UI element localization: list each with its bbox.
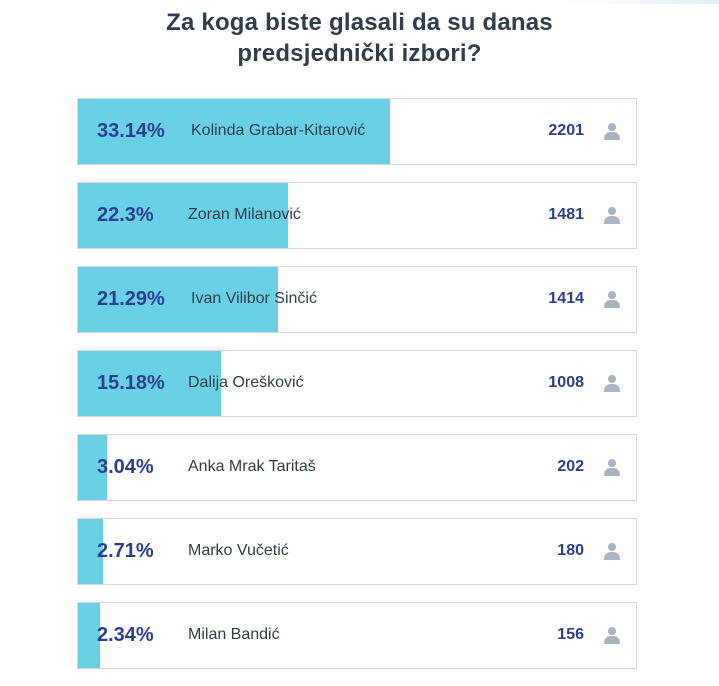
option-percent: 15.18% <box>97 372 165 394</box>
poll-option-mrak-taritas[interactable]: 3.04% Anka Mrak Taritaš 202 <box>77 434 637 501</box>
poll-option-milanovic[interactable]: 22.3% Zoran Milanović 1481 <box>77 182 637 249</box>
option-percent: 21.29% <box>97 288 165 310</box>
option-vote-count: 156 <box>557 626 584 643</box>
option-percent: 33.14% <box>97 120 165 142</box>
option-vote-count: 1414 <box>548 290 584 307</box>
option-vote-count: 1008 <box>548 374 584 391</box>
option-vote-count: 202 <box>557 458 584 475</box>
option-percent: 3.04% <box>97 456 154 478</box>
user-icon <box>604 543 620 560</box>
poll-option-vucetic[interactable]: 2.71% Marko Vučetić 180 <box>77 518 637 585</box>
result-bar <box>78 435 107 500</box>
poll-title: Za koga biste glasali da su danas predsj… <box>0 7 719 69</box>
poll-title-line-2: predsjednički izbori? <box>237 40 482 68</box>
poll-option-bandic[interactable]: 2.34% Milan Bandić 156 <box>77 602 637 669</box>
poll-options: 33.14% Kolinda Grabar-Kitarović 2201 22.… <box>77 98 637 686</box>
result-bar <box>78 603 100 668</box>
top-strip <box>0 0 719 4</box>
result-bar <box>78 351 221 416</box>
option-vote-count: 2201 <box>548 122 584 139</box>
option-name: Zoran Milanović <box>188 206 301 223</box>
user-icon <box>604 375 620 392</box>
option-name: Milan Bandić <box>188 626 280 643</box>
option-vote-count: 1481 <box>548 206 584 223</box>
result-bar <box>78 183 288 248</box>
user-icon <box>604 123 620 140</box>
poll-option-sincic[interactable]: 21.29% Ivan Vilibor Sinčić 1414 <box>77 266 637 333</box>
user-icon <box>604 459 620 476</box>
poll-title-line-1: Za koga biste glasali da su danas <box>166 9 553 37</box>
result-bar <box>78 99 390 164</box>
user-icon <box>604 207 620 224</box>
option-vote-count: 180 <box>557 542 584 559</box>
result-bar <box>78 267 278 332</box>
result-bar <box>78 519 103 584</box>
option-name: Marko Vučetić <box>188 542 289 559</box>
option-name: Ivan Vilibor Sinčić <box>191 290 317 307</box>
option-name: Anka Mrak Taritaš <box>188 458 316 475</box>
option-percent: 22.3% <box>97 204 154 226</box>
user-icon <box>604 291 620 308</box>
option-percent: 2.34% <box>97 624 154 646</box>
user-icon <box>604 627 620 644</box>
option-name: Kolinda Grabar-Kitarović <box>191 122 366 139</box>
option-percent: 2.71% <box>97 540 154 562</box>
option-name: Dalija Orešković <box>188 374 304 391</box>
poll-option-grabar-kitarovic[interactable]: 33.14% Kolinda Grabar-Kitarović 2201 <box>77 98 637 165</box>
poll-option-oreskovic[interactable]: 15.18% Dalija Orešković 1008 <box>77 350 637 417</box>
